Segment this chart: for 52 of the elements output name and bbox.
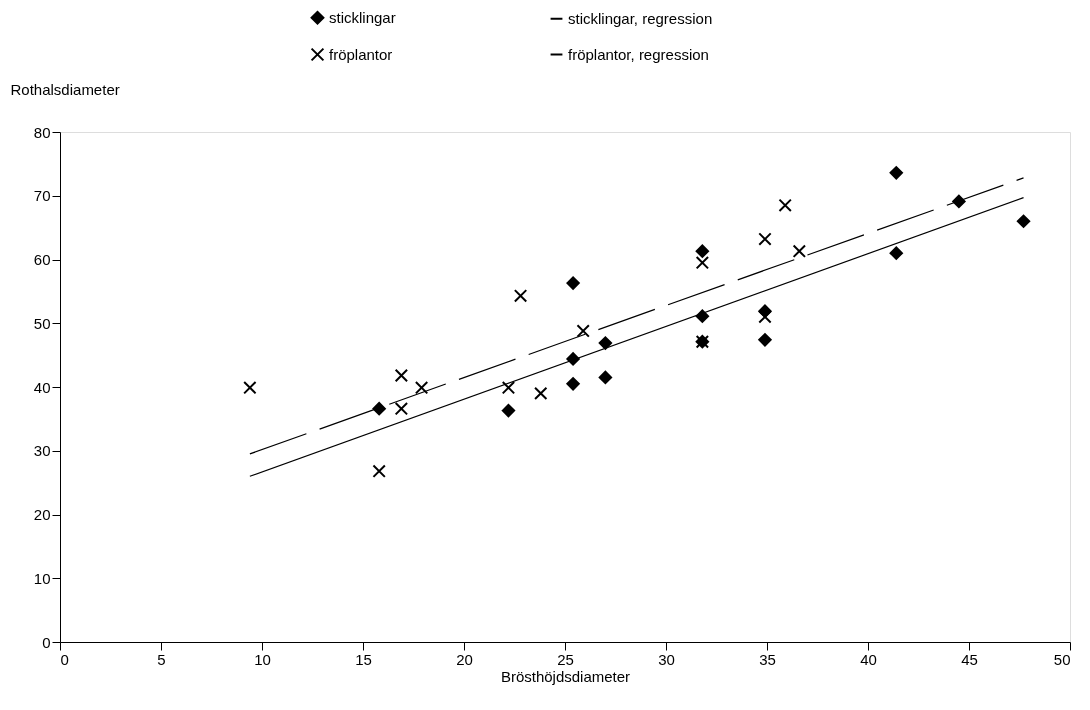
legend-label: sticklingar [329, 8, 396, 26]
point [695, 244, 710, 258]
legend-label: fröplantor, regression [568, 45, 709, 63]
point [695, 255, 710, 270]
y-tick-label: 20 [33, 506, 51, 523]
point [598, 370, 613, 385]
y-tick-label: 30 [33, 442, 51, 460]
point [534, 386, 548, 401]
point [889, 246, 903, 260]
y-tick-label: 0 [42, 633, 51, 651]
x-tick-label: 35 [759, 650, 776, 668]
y-tick-label: 70 [33, 187, 51, 205]
x-axis-title: Brösthöjdsdiameter [500, 667, 631, 685]
point [758, 310, 772, 324]
point [598, 336, 613, 350]
x-tick-label: 10 [254, 650, 271, 668]
point [778, 198, 792, 213]
legend-label: sticklingar, regression [568, 9, 713, 27]
point [566, 276, 580, 290]
legend-label: fröplantor [329, 45, 393, 63]
point [889, 166, 903, 180]
point [576, 324, 590, 338]
y-tick-label: 80 [33, 123, 51, 141]
point [394, 368, 409, 383]
x-tick-label: 50 [1053, 650, 1071, 668]
point [501, 380, 516, 395]
x-tick-label: 0 [60, 650, 69, 668]
point [758, 232, 772, 246]
point [513, 289, 528, 303]
y-tick-label: 40 [33, 378, 51, 396]
x-tick-label: 45 [961, 650, 978, 668]
point [792, 244, 807, 258]
point [243, 380, 257, 395]
point [1016, 214, 1031, 228]
x-tick-label: 30 [658, 650, 675, 668]
y-tick-label: 10 [33, 569, 51, 587]
point [414, 380, 429, 395]
point [501, 403, 516, 418]
point [566, 377, 580, 391]
x-tick-label: 5 [157, 650, 166, 668]
point [394, 401, 409, 416]
point [372, 464, 386, 478]
y-tick-label: 50 [33, 314, 51, 332]
x-tick-label: 40 [860, 650, 877, 668]
y-axis-title: Rothalsdiameter [10, 80, 120, 98]
x-tick-label: 25 [557, 650, 574, 668]
x-tick-label: 15 [355, 650, 372, 668]
point [758, 333, 772, 347]
y-tick-label: 60 [33, 251, 51, 268]
x-tick-label: 20 [456, 650, 473, 668]
point [566, 352, 580, 366]
point [372, 401, 386, 416]
